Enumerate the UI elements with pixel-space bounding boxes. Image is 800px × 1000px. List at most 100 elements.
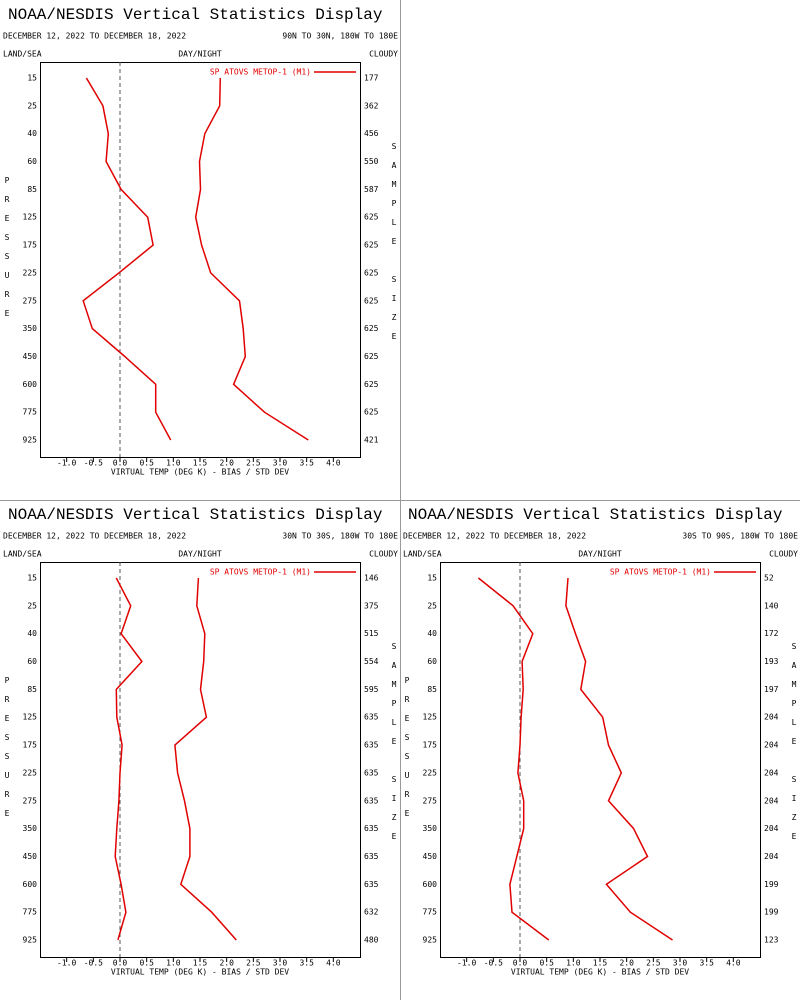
x-tick-label: 3.5 — [299, 959, 314, 968]
land-sea-label: LAND/SEA — [3, 550, 42, 559]
sample-size: 177 — [364, 74, 379, 83]
sample-size: 554 — [364, 657, 379, 666]
chart-title: NOAA/NESDIS Vertical Statistics Display — [408, 506, 783, 524]
pressure-label: 60 — [27, 657, 37, 666]
x-axis-label: VIRTUAL TEMP (DEG K) - BIAS / STD DEV — [111, 968, 289, 977]
sample-size: 193 — [764, 657, 779, 666]
pressure-label: 40 — [27, 129, 37, 138]
sample-size: 204 — [764, 796, 779, 805]
x-tick-label: 2.0 — [219, 959, 234, 968]
pressure-label: 15 — [27, 574, 37, 583]
panel: NOAA/NESDIS Vertical Statistics Display D… — [403, 506, 799, 976]
pressure-label: 775 — [423, 908, 438, 917]
pressure-label: 175 — [23, 241, 38, 250]
x-tick-label: -1.0 — [57, 959, 76, 968]
bias-line — [114, 577, 143, 941]
x-tick-label: 4.0 — [726, 959, 741, 968]
x-tick-label: 0.0 — [113, 959, 128, 968]
pressure-label: 450 — [23, 852, 38, 861]
y-axis-label: PRESSURE — [403, 676, 412, 828]
x-axis-label: VIRTUAL TEMP (DEG K) - BIAS / STD DEV — [511, 968, 689, 977]
pressure-label: 350 — [23, 824, 38, 833]
date-range: DECEMBER 12, 2022 TO DECEMBER 18, 2022 — [3, 532, 186, 541]
chart-title: NOAA/NESDIS Vertical Statistics Display — [8, 506, 383, 524]
sample-size: 172 — [764, 629, 779, 638]
sample-size: 635 — [364, 768, 379, 777]
pressure-label: 775 — [23, 408, 38, 417]
x-tick-label: 1.5 — [593, 959, 608, 968]
sample-size: 515 — [364, 629, 379, 638]
sample-size: 635 — [364, 824, 379, 833]
sample-size: 635 — [364, 880, 379, 889]
x-tick-label: -0.5 — [84, 459, 103, 468]
pressure-label: 60 — [427, 657, 437, 666]
pressure-label: 25 — [27, 601, 37, 610]
x-tick-label: 0.5 — [539, 959, 554, 968]
x-tick-label: 1.0 — [166, 459, 181, 468]
sample-size: 421 — [364, 436, 379, 445]
pressure-label: 25 — [27, 101, 37, 110]
pressure-label: 925 — [423, 936, 438, 945]
x-tick-label: 1.0 — [566, 959, 581, 968]
x-tick-label: 4.0 — [326, 959, 341, 968]
sample-size: 625 — [364, 213, 379, 222]
sample-size: 199 — [764, 908, 779, 917]
y2-axis-label: SAMPLE SIZE — [390, 142, 399, 351]
x-tick-label: -1.0 — [57, 459, 76, 468]
pressure-label: 450 — [23, 352, 38, 361]
region: 90N TO 30N, 180W TO 180E — [282, 32, 398, 41]
day-night-label: DAY/NIGHT — [178, 50, 222, 59]
sample-size: 625 — [364, 408, 379, 417]
pressure-label: 450 — [423, 852, 438, 861]
y2-axis-label: SAMPLE SIZE — [390, 642, 399, 851]
pressure-label: 15 — [27, 74, 37, 83]
sample-size: 146 — [364, 574, 379, 583]
pressure-label: 40 — [27, 629, 37, 638]
sample-size: 625 — [364, 241, 379, 250]
x-tick-label: 3.5 — [699, 959, 714, 968]
x-tick-label: 2.5 — [646, 959, 661, 968]
day-night-label: DAY/NIGHT — [178, 550, 222, 559]
sample-size: 204 — [764, 741, 779, 750]
legend-label: SP ATOVS METOP-1 (M1) — [210, 568, 311, 577]
chart-title: NOAA/NESDIS Vertical Statistics Display — [8, 6, 383, 24]
sample-size: 204 — [764, 768, 779, 777]
x-tick-label: 3.0 — [273, 459, 288, 468]
pressure-label: 85 — [427, 685, 437, 694]
sample-size: 197 — [764, 685, 779, 694]
sample-size: 595 — [364, 685, 379, 694]
legend-label: SP ATOVS METOP-1 (M1) — [210, 68, 311, 77]
sample-size: 550 — [364, 157, 379, 166]
panel: NOAA/NESDIS Vertical Statistics Display D… — [3, 6, 399, 476]
pressure-label: 125 — [23, 713, 38, 722]
x-tick-label: -0.5 — [484, 959, 503, 968]
pressure-label: 275 — [423, 796, 438, 805]
legend-label: SP ATOVS METOP-1 (M1) — [610, 568, 711, 577]
date-range: DECEMBER 12, 2022 TO DECEMBER 18, 2022 — [3, 32, 186, 41]
sample-size: 625 — [364, 380, 379, 389]
x-tick-label: 3.5 — [299, 459, 314, 468]
sample-size: 635 — [364, 852, 379, 861]
pressure-label: 925 — [23, 936, 38, 945]
sample-size: 635 — [364, 713, 379, 722]
region: 30N TO 30S, 180W TO 180E — [282, 532, 398, 541]
date-range: DECEMBER 12, 2022 TO DECEMBER 18, 2022 — [403, 532, 586, 541]
pressure-label: 60 — [27, 157, 37, 166]
sample-size: 625 — [364, 352, 379, 361]
x-tick-label: 3.0 — [273, 959, 288, 968]
y-axis-label: PRESSURE — [3, 176, 12, 328]
x-tick-label: 4.0 — [326, 459, 341, 468]
x-tick-label: 1.5 — [193, 459, 208, 468]
pressure-label: 15 — [427, 574, 437, 583]
sample-size: 199 — [764, 880, 779, 889]
sample-size: 625 — [364, 296, 379, 305]
x-tick-label: -1.0 — [457, 959, 476, 968]
land-sea-label: LAND/SEA — [3, 50, 42, 59]
pressure-label: 25 — [427, 601, 437, 610]
x-axis-label: VIRTUAL TEMP (DEG K) - BIAS / STD DEV — [111, 468, 289, 477]
pressure-label: 125 — [23, 213, 38, 222]
std-dev-line — [565, 577, 673, 941]
pressure-label: 225 — [23, 268, 38, 277]
x-tick-label: 0.5 — [139, 459, 154, 468]
